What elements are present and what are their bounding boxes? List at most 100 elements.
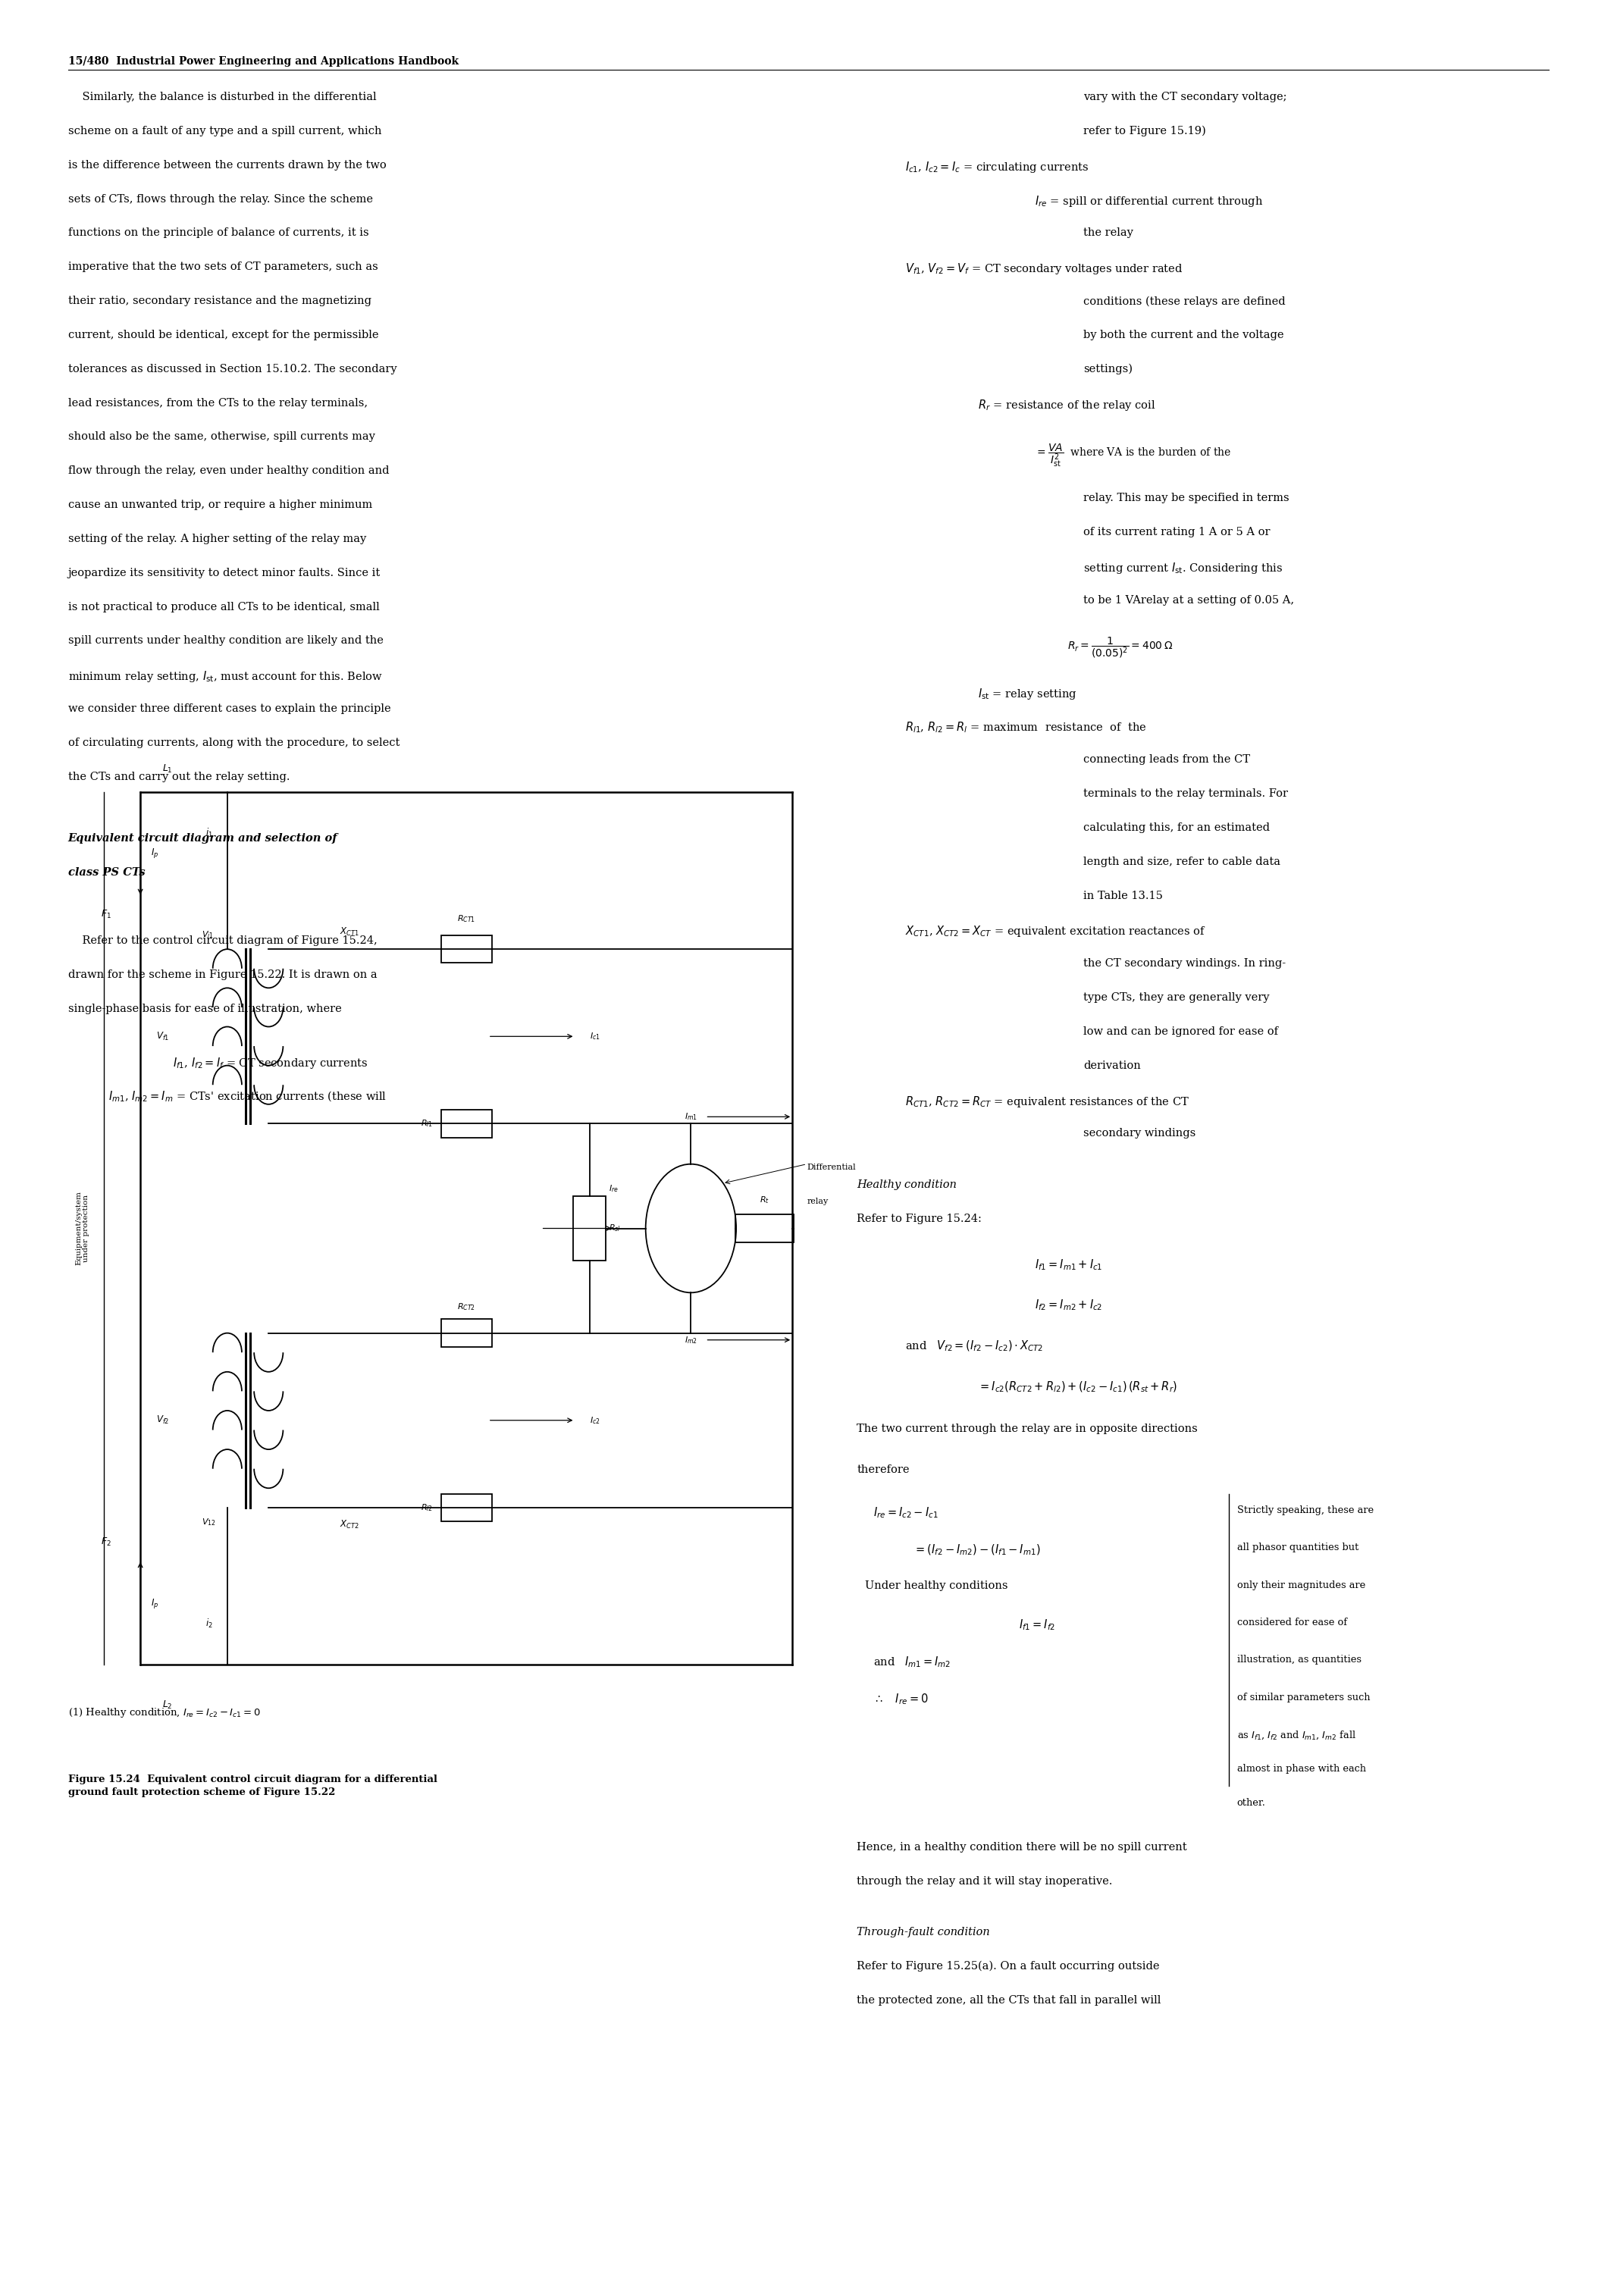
Text: the protected zone, all the CTs that fall in parallel will: the protected zone, all the CTs that fal… — [857, 1995, 1161, 2004]
Text: $I_{c1}$: $I_{c1}$ — [590, 1031, 600, 1042]
Text: relay: relay — [807, 1199, 828, 1205]
Text: is the difference between the currents drawn by the two: is the difference between the currents d… — [68, 161, 386, 170]
Text: setting of the relay. A higher setting of the relay may: setting of the relay. A higher setting o… — [68, 533, 365, 544]
Text: $I_{re}$: $I_{re}$ — [610, 1182, 619, 1194]
Text: $I_{re} = I_{c2} - I_{c1}$: $I_{re} = I_{c2} - I_{c1}$ — [873, 1506, 938, 1520]
Text: scheme on a fault of any type and a spill current, which: scheme on a fault of any type and a spil… — [68, 126, 382, 135]
Text: should also be the same, otherwise, spill currents may: should also be the same, otherwise, spil… — [68, 432, 375, 443]
Text: $I_{c2}$: $I_{c2}$ — [590, 1414, 600, 1426]
Text: $= \dfrac{VA}{I_{\rm st}^2}$  where VA is the burden of the: $= \dfrac{VA}{I_{\rm st}^2}$ where VA is… — [1035, 441, 1232, 468]
Text: almost in phase with each: almost in phase with each — [1237, 1763, 1366, 1773]
Text: $R_t$: $R_t$ — [760, 1194, 770, 1205]
Text: Equipment/system
under protection: Equipment/system under protection — [74, 1192, 91, 1265]
Text: $V_{f1}$, $V_{f2} = V_f$ = CT secondary voltages under rated: $V_{f1}$, $V_{f2} = V_f$ = CT secondary … — [906, 262, 1184, 276]
Text: type CTs, they are generally very: type CTs, they are generally very — [1083, 992, 1269, 1003]
Text: $I_{f1}$, $I_{f2} = I_f$ = CT secondary currents: $I_{f1}$, $I_{f2} = I_f$ = CT secondary … — [173, 1056, 369, 1070]
Text: $R_{l2}$: $R_{l2}$ — [420, 1502, 433, 1513]
Text: illustration, as quantities: illustration, as quantities — [1237, 1655, 1362, 1665]
Text: other.: other. — [1237, 1798, 1266, 1807]
Text: $I_{c1}$, $I_{c2} = I_c$ = circulating currents: $I_{c1}$, $I_{c2} = I_c$ = circulating c… — [906, 161, 1090, 174]
Text: Equivalent circuit diagram and selection of: Equivalent circuit diagram and selection… — [68, 833, 338, 843]
Text: of circulating currents, along with the procedure, to select: of circulating currents, along with the … — [68, 737, 399, 748]
Text: terminals to the relay terminals. For: terminals to the relay terminals. For — [1083, 788, 1289, 799]
Text: $\therefore$   $I_{re} = 0$: $\therefore$ $I_{re} = 0$ — [873, 1692, 928, 1706]
Text: $X_{CT1}$: $X_{CT1}$ — [340, 925, 359, 937]
Text: $I_{m1}$, $I_{m2} = I_m$ = CTs' excitation currents (these will: $I_{m1}$, $I_{m2} = I_m$ = CTs' excitati… — [108, 1091, 386, 1104]
Text: by both the current and the voltage: by both the current and the voltage — [1083, 331, 1284, 340]
Text: their ratio, secondary resistance and the magnetizing: their ratio, secondary resistance and th… — [68, 296, 372, 305]
Bar — [441, 1495, 492, 1522]
Text: $I_{\rm st}$ = relay setting: $I_{\rm st}$ = relay setting — [978, 687, 1077, 700]
Text: only their magnitudes are: only their magnitudes are — [1237, 1580, 1365, 1591]
Text: $I_{f1} = I_{f2}$: $I_{f1} = I_{f2}$ — [1019, 1619, 1056, 1632]
Text: Strictly speaking, these are: Strictly speaking, these are — [1237, 1506, 1373, 1515]
Bar — [574, 1196, 606, 1261]
Text: (1) Healthy condition, $I_{re} = I_{c2} - I_{c1} = 0$: (1) Healthy condition, $I_{re} = I_{c2} … — [68, 1706, 260, 1720]
Text: all phasor quantities but: all phasor quantities but — [1237, 1543, 1358, 1552]
Text: Refer to Figure 15.25(a). On a fault occurring outside: Refer to Figure 15.25(a). On a fault occ… — [857, 1961, 1159, 1972]
Text: low and can be ignored for ease of: low and can be ignored for ease of — [1083, 1026, 1277, 1038]
Text: 15/480  Industrial Power Engineering and Applications Handbook: 15/480 Industrial Power Engineering and … — [68, 55, 459, 67]
Text: The two current through the relay are in opposite directions: The two current through the relay are in… — [857, 1424, 1198, 1435]
Text: drawn for the scheme in Figure 15.22. It is drawn on a: drawn for the scheme in Figure 15.22. It… — [68, 969, 377, 980]
Text: and   $I_{m1} = I_{m2}$: and $I_{m1} = I_{m2}$ — [873, 1655, 951, 1669]
Text: $L_1$: $L_1$ — [162, 762, 173, 774]
Text: $I_p$: $I_p$ — [152, 847, 158, 859]
Text: $= (I_{f2} - I_{m2}) - (I_{f1} - I_{m1})$: $= (I_{f2} - I_{m2}) - (I_{f1} - I_{m1})… — [914, 1543, 1041, 1557]
Text: $I_{f2} = I_{m2} + I_{c2}$: $I_{f2} = I_{m2} + I_{c2}$ — [1035, 1297, 1103, 1313]
Text: $V_{f1}$: $V_{f1}$ — [157, 1031, 170, 1042]
Text: functions on the principle of balance of currents, it is: functions on the principle of balance of… — [68, 227, 369, 239]
Text: $R_{l1}$: $R_{l1}$ — [420, 1118, 433, 1130]
Text: $R_{l1}$, $R_{l2} = R_l$ = maximum  resistance  of  the: $R_{l1}$, $R_{l2} = R_l$ = maximum resis… — [906, 721, 1146, 735]
Text: spill currents under healthy condition are likely and the: spill currents under healthy condition a… — [68, 636, 383, 645]
Text: derivation: derivation — [1083, 1061, 1142, 1070]
Bar — [736, 1215, 794, 1242]
Text: $I_p$: $I_p$ — [152, 1598, 158, 1609]
Text: refer to Figure 15.19): refer to Figure 15.19) — [1083, 126, 1206, 138]
Text: in Table 13.15: in Table 13.15 — [1083, 891, 1163, 900]
Text: we consider three different cases to explain the principle: we consider three different cases to exp… — [68, 703, 391, 714]
Text: single-phase basis for ease of illustration, where: single-phase basis for ease of illustrat… — [68, 1003, 341, 1015]
Text: through the relay and it will stay inoperative.: through the relay and it will stay inope… — [857, 1876, 1112, 1887]
Text: $I_{re}$ = spill or differential current through: $I_{re}$ = spill or differential current… — [1035, 193, 1263, 209]
Bar — [441, 1320, 492, 1348]
Text: $I_{m1}$: $I_{m1}$ — [684, 1111, 697, 1123]
Text: Under healthy conditions: Under healthy conditions — [865, 1580, 1007, 1591]
Text: $R_{CT1}$: $R_{CT1}$ — [458, 914, 475, 923]
Text: of its current rating 1 A or 5 A or: of its current rating 1 A or 5 A or — [1083, 526, 1271, 537]
Text: $V_{12}$: $V_{12}$ — [202, 1518, 217, 1527]
Text: Hence, in a healthy condition there will be no spill current: Hence, in a healthy condition there will… — [857, 1841, 1187, 1853]
Text: conditions (these relays are defined: conditions (these relays are defined — [1083, 296, 1286, 308]
Text: cause an unwanted trip, or require a higher minimum: cause an unwanted trip, or require a hig… — [68, 501, 372, 510]
Text: $i_2$: $i_2$ — [205, 1616, 213, 1630]
Text: Through-fault condition: Through-fault condition — [857, 1926, 990, 1938]
Text: settings): settings) — [1083, 363, 1132, 374]
Text: $R_{CT2}$: $R_{CT2}$ — [458, 1302, 475, 1313]
Text: $V_{f2}$: $V_{f2}$ — [157, 1414, 170, 1426]
Text: $R_{CT1}$, $R_{CT2} = R_{CT}$ = equivalent resistances of the CT: $R_{CT1}$, $R_{CT2} = R_{CT}$ = equivale… — [906, 1095, 1190, 1109]
Text: $F_2$: $F_2$ — [100, 1536, 112, 1548]
Bar — [441, 1109, 492, 1137]
Text: and   $V_{f2} = (I_{f2} - I_{c2}) \cdot X_{CT2}$: and $V_{f2} = (I_{f2} - I_{c2}) \cdot X_… — [906, 1339, 1043, 1352]
Text: flow through the relay, even under healthy condition and: flow through the relay, even under healt… — [68, 466, 390, 475]
Text: connecting leads from the CT: connecting leads from the CT — [1083, 755, 1250, 765]
Text: Differential: Differential — [807, 1164, 855, 1171]
Text: as $I_{f1}$, $I_{f2}$ and $I_{m1}$, $I_{m2}$ fall: as $I_{f1}$, $I_{f2}$ and $I_{m1}$, $I_{… — [1237, 1729, 1357, 1740]
Text: $R_r$ = resistance of the relay coil: $R_r$ = resistance of the relay coil — [978, 397, 1156, 411]
Text: relay. This may be specified in terms: relay. This may be specified in terms — [1083, 494, 1289, 503]
Text: secondary windings: secondary windings — [1083, 1127, 1197, 1139]
Text: $F_1$: $F_1$ — [100, 909, 112, 921]
Text: therefore: therefore — [857, 1465, 910, 1476]
Bar — [441, 934, 492, 962]
Text: length and size, refer to cable data: length and size, refer to cable data — [1083, 856, 1281, 868]
Text: setting current $I_{\rm st}$. Considering this: setting current $I_{\rm st}$. Considerin… — [1083, 560, 1282, 576]
Text: Refer to Figure 15.24:: Refer to Figure 15.24: — [857, 1212, 982, 1224]
Text: the relay: the relay — [1083, 227, 1134, 239]
Text: vary with the CT secondary voltage;: vary with the CT secondary voltage; — [1083, 92, 1287, 103]
Text: is not practical to produce all CTs to be identical, small: is not practical to produce all CTs to b… — [68, 602, 380, 613]
Text: $X_{CT1}$, $X_{CT2} = X_{CT}$ = equivalent excitation reactances of: $X_{CT1}$, $X_{CT2} = X_{CT}$ = equivale… — [906, 925, 1206, 939]
Text: $R_{sl}$: $R_{sl}$ — [610, 1224, 621, 1233]
Text: $X_{CT2}$: $X_{CT2}$ — [340, 1520, 359, 1531]
Text: $= I_{c2}(R_{CT2} + R_{l2}) + (I_{c2} - I_{c1})\,(R_{st} + R_r)$: $= I_{c2}(R_{CT2} + R_{l2}) + (I_{c2} - … — [978, 1380, 1177, 1394]
Text: considered for ease of: considered for ease of — [1237, 1619, 1347, 1628]
